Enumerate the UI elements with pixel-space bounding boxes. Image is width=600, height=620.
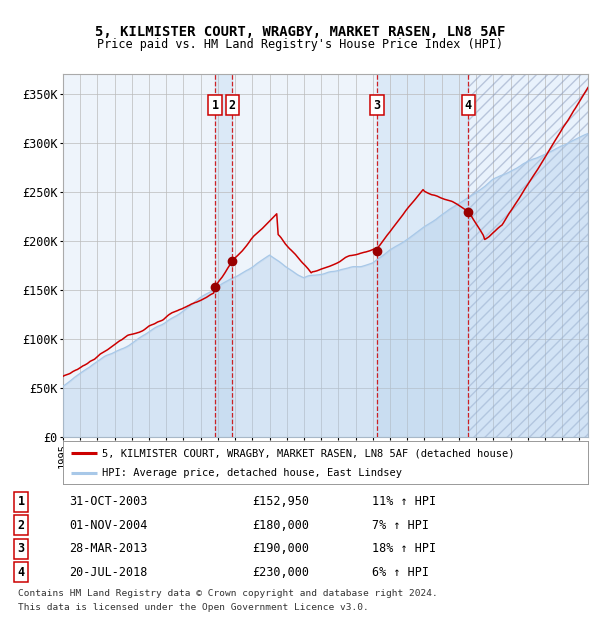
- Text: Price paid vs. HM Land Registry's House Price Index (HPI): Price paid vs. HM Land Registry's House …: [97, 38, 503, 51]
- Bar: [215, 74, 232, 437]
- Text: £190,000: £190,000: [252, 542, 309, 555]
- Bar: [377, 74, 469, 437]
- Text: 4: 4: [465, 99, 472, 112]
- Text: 1: 1: [211, 99, 218, 112]
- Text: £152,950: £152,950: [252, 495, 309, 508]
- Text: HPI: Average price, detached house, East Lindsey: HPI: Average price, detached house, East…: [103, 469, 403, 479]
- Text: 3: 3: [373, 99, 380, 112]
- Text: £230,000: £230,000: [252, 566, 309, 578]
- Text: 5, KILMISTER COURT, WRAGBY, MARKET RASEN, LN8 5AF (detached house): 5, KILMISTER COURT, WRAGBY, MARKET RASEN…: [103, 448, 515, 458]
- Text: 1: 1: [17, 495, 25, 508]
- Text: £180,000: £180,000: [252, 519, 309, 531]
- Text: 18% ↑ HPI: 18% ↑ HPI: [372, 542, 436, 555]
- Text: 4: 4: [17, 566, 25, 578]
- Text: 28-MAR-2013: 28-MAR-2013: [69, 542, 148, 555]
- Text: Contains HM Land Registry data © Crown copyright and database right 2024.: Contains HM Land Registry data © Crown c…: [18, 589, 438, 598]
- Text: 6% ↑ HPI: 6% ↑ HPI: [372, 566, 429, 578]
- Text: 20-JUL-2018: 20-JUL-2018: [69, 566, 148, 578]
- Text: 3: 3: [17, 542, 25, 555]
- Text: 5, KILMISTER COURT, WRAGBY, MARKET RASEN, LN8 5AF: 5, KILMISTER COURT, WRAGBY, MARKET RASEN…: [95, 25, 505, 39]
- Text: 7% ↑ HPI: 7% ↑ HPI: [372, 519, 429, 531]
- Text: 11% ↑ HPI: 11% ↑ HPI: [372, 495, 436, 508]
- Text: 2: 2: [229, 99, 236, 112]
- Text: 31-OCT-2003: 31-OCT-2003: [69, 495, 148, 508]
- Text: 01-NOV-2004: 01-NOV-2004: [69, 519, 148, 531]
- Bar: [469, 74, 588, 437]
- Text: 2: 2: [17, 519, 25, 531]
- Text: This data is licensed under the Open Government Licence v3.0.: This data is licensed under the Open Gov…: [18, 603, 369, 612]
- Bar: [469, 74, 588, 437]
